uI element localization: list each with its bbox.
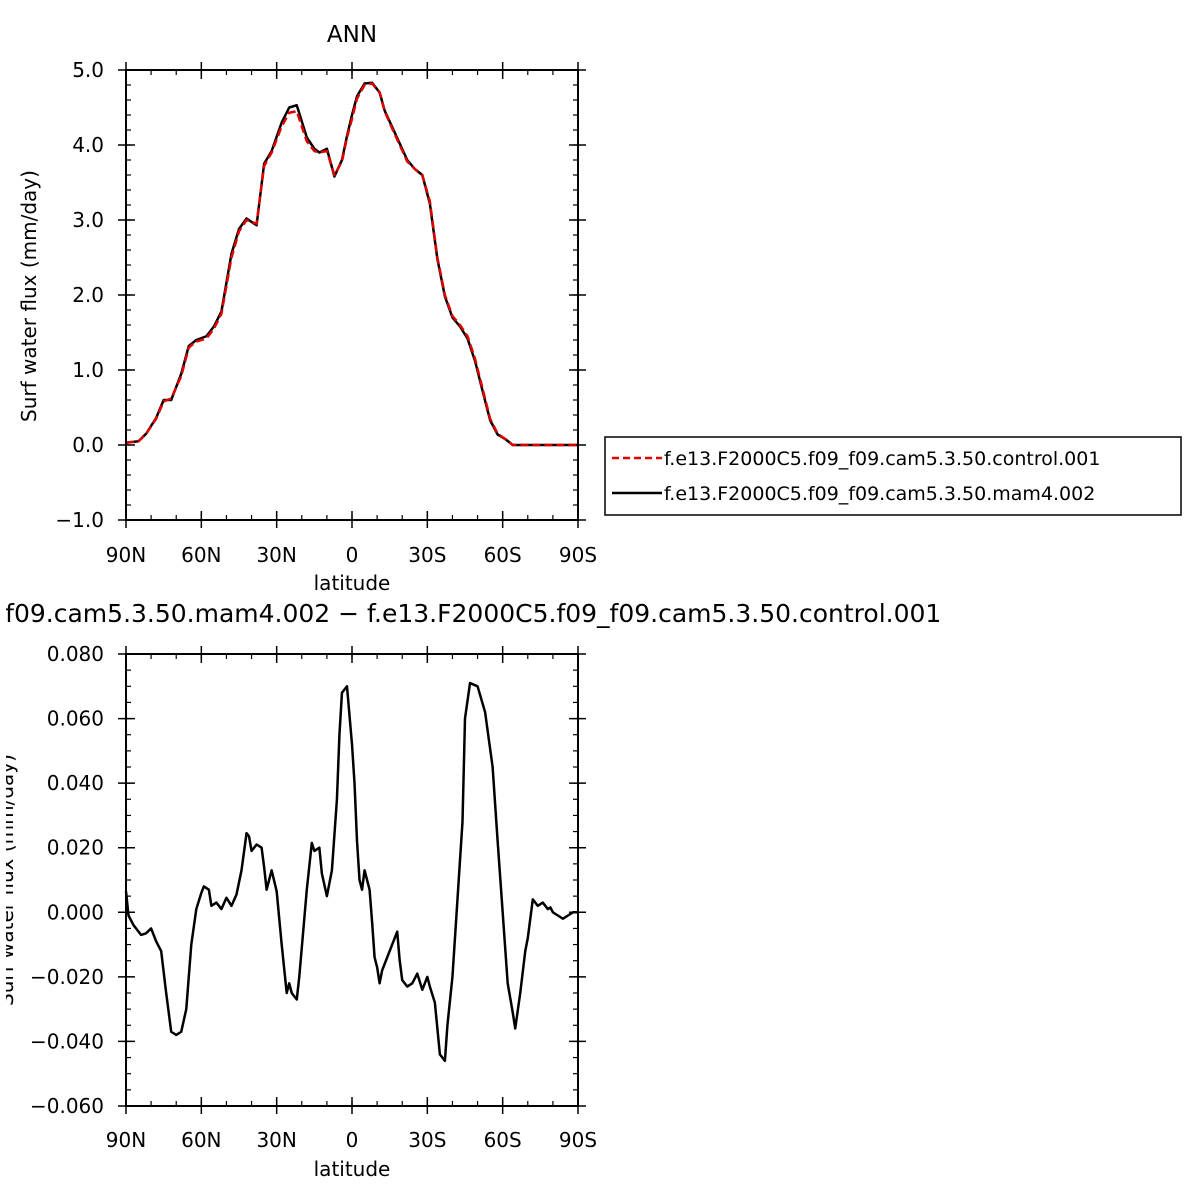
x-tick-label: 60N [181,1128,221,1152]
y-tick-label: −0.020 [30,965,104,989]
y-tick-label: 5.0 [72,58,104,82]
panel2-series [124,681,578,1063]
y-tick-label: 2.0 [72,283,104,307]
panel1-y-tick-labels: −1.0 0.0 1.0 2.0 3.0 4.0 5.0 [55,58,104,532]
y-tick-label: −1.0 [55,508,104,532]
x-tick-label: 30S [408,1128,446,1152]
y-tick-label: 0.080 [47,642,104,666]
x-tick-label: 90N [106,543,146,567]
y-tick-label: −0.060 [30,1094,104,1118]
panel1-x-axis-label: latitude [314,571,391,595]
x-tick-label: 90S [559,1128,597,1152]
legend-label-control: f.e13.F2000C5.f09_f09.cam5.3.50.control.… [664,448,1100,470]
x-tick-label: 30N [256,1128,296,1152]
legend: f.e13.F2000C5.f09_f09.cam5.3.50.control.… [604,436,1182,516]
y-tick-label: 0.0 [72,433,104,457]
y-tick-label: 4.0 [72,133,104,157]
y-tick-label: 0.040 [47,771,104,795]
x-tick-label: 60S [484,1128,522,1152]
x-tick-label: 90N [106,1128,146,1152]
panel2-x-tick-labels: 90N 60N 30N 0 30S 60S 90S [106,1128,597,1152]
x-tick-label: 30N [256,543,296,567]
panel1-y-axis-label: Surf water flux (mm/day) [17,170,41,422]
panel2-y-tick-labels: −0.060 −0.040 −0.020 0.000 0.020 0.040 0.060 0.… [30,642,104,1118]
x-tick-label: 0 [346,1128,359,1152]
panel2-x-axis-label: latitude [314,1157,391,1181]
y-tick-label: 1.0 [72,358,104,382]
y-tick-label: 3.0 [72,208,104,232]
legend-label-mam4: f.e13.F2000C5.f09_f09.cam5.3.50.mam4.002 [664,483,1095,505]
series-line-mam4 [125,81,578,447]
series-line-difference [124,681,578,1063]
panel-annual-mean: ANN Surf water flux (mm/day) latitude 90… [17,22,1182,595]
y-tick-label: 0.020 [47,836,104,860]
x-tick-label: 90S [559,543,597,567]
left-crop-mask [0,600,6,1197]
panel1-title: ANN [327,22,377,48]
y-tick-label: −0.040 [30,1029,104,1053]
panel-difference: f.e13.F2000C5.f09_f09.cam5.3.50.mam4.002… [0,599,941,1181]
x-tick-label: 60S [484,543,522,567]
panel2-axes [118,646,586,1114]
panel2-plot-frame [125,653,579,1107]
panel1-x-tick-labels: 90N 60N 30N 0 30S 60S 90S [106,543,597,567]
y-tick-label: 0.060 [47,707,104,731]
legend-box [604,436,1182,516]
y-tick-label: 0.000 [47,900,104,924]
panel1-plot-frame [125,69,579,521]
x-tick-label: 0 [346,543,359,567]
x-tick-label: 60N [181,543,221,567]
panel2-title: f.e13.F2000C5.f09_f09.cam5.3.50.mam4.002… [0,599,941,628]
panel1-series [125,81,578,447]
x-tick-label: 30S [408,543,446,567]
panel1-axes [118,62,586,528]
series-line-control [125,82,578,447]
